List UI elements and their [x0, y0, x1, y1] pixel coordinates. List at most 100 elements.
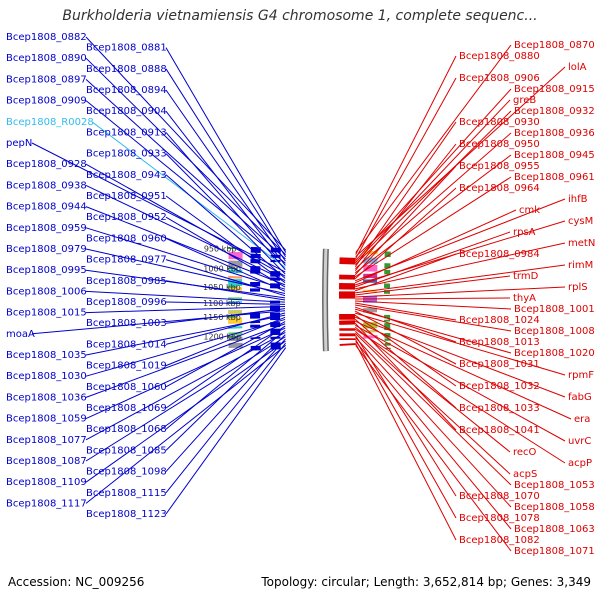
right-label-leader: [354, 306, 457, 343]
right-gene-label: thyA: [513, 293, 536, 304]
right-label-leader: [354, 209, 517, 284]
left-gene-label: Bcep1808_1069: [86, 403, 167, 414]
right-gene-label: Bcep1808_1053: [514, 480, 595, 491]
left-label-leader: [165, 89, 286, 262]
right-label-leader: [355, 345, 512, 552]
right-gene-label: Bcep1808_0870: [514, 40, 595, 51]
left-label-leader: [85, 206, 286, 286]
scale-tick-label: 1150 kbp: [203, 313, 241, 322]
right-gene-label: Bcep1808_0984: [459, 249, 540, 260]
left-label-leader: [165, 153, 286, 275]
right-label-leader: [355, 341, 512, 530]
right-gene-label: acpP: [568, 458, 592, 469]
right-gene-label: Bcep1808_1001: [514, 304, 595, 315]
right-label-leader: [354, 324, 566, 442]
right-gene-label: Bcep1808_1020: [514, 348, 595, 359]
right-gene-label: rpmF: [568, 370, 594, 381]
right-label-leader: [354, 187, 457, 280]
left-gene-label: Bcep1808_0944: [6, 202, 87, 213]
right-label-leader: [355, 337, 512, 508]
right-label-leader: [354, 121, 457, 267]
left-label-leader: [85, 331, 286, 441]
left-gene-label: Bcep1808_0960: [86, 233, 167, 244]
right-gene-label: Bcep1808_0906: [459, 73, 540, 84]
left-label-leader: [85, 323, 286, 398]
left-label-leader: [31, 142, 286, 273]
left-label-leader: [165, 321, 286, 388]
right-label-leader: [354, 304, 512, 332]
left-label-leader: [31, 310, 286, 335]
right-gene-label: acpS: [513, 469, 537, 480]
right-gene-label: cmk: [519, 205, 540, 216]
left-gene-label: Bcep1808_1036: [6, 392, 87, 403]
right-label-leader: [355, 99, 511, 263]
left-label-leader: [165, 195, 286, 284]
right-label-leader: [354, 297, 511, 300]
left-label-leader: [165, 329, 286, 430]
left-gene-label: Bcep1808_1019: [86, 361, 167, 372]
left-label-leader: [165, 216, 286, 288]
left-label-leader: [85, 336, 286, 462]
left-label-leader: [165, 174, 286, 279]
backbone-ring: [323, 248, 328, 352]
left-gene-label: Bcep1808_0913: [86, 127, 167, 138]
right-gene-label: Bcep1808_0932: [514, 106, 595, 117]
right-label-leader: [354, 302, 457, 321]
right-gene-label: Bcep1808_1078: [459, 513, 540, 524]
right-gene-label: greB: [513, 95, 536, 106]
right-label-leader: [354, 165, 457, 276]
right-gene-label: Bcep1808_1070: [459, 491, 540, 502]
left-gene-label: Bcep1808_1123: [86, 509, 167, 520]
left-gene-label: Bcep1808_1085: [86, 445, 167, 456]
left-gene-label: Bcep1808_1087: [6, 456, 87, 467]
left-label-leader: [85, 340, 286, 483]
right-label-leader: [355, 343, 457, 541]
left-label-leader: [165, 301, 286, 305]
right-label-leader: [354, 286, 566, 298]
right-gene-label: Bcep1808_1058: [514, 502, 595, 513]
left-gene-label: Bcep1808_0904: [86, 106, 167, 117]
left-gene-label: Bcep1808_R0028: [6, 117, 94, 128]
right-gene-label: ihfB: [568, 194, 588, 205]
right-gene-label: uvrC: [568, 436, 591, 447]
left-label-leader: [165, 312, 286, 345]
right-label-leader: [355, 328, 566, 464]
left-label-leader: [165, 325, 286, 409]
left-gene-label: Bcep1808_1006: [6, 286, 87, 297]
right-gene-label: Bcep1808_1013: [459, 337, 540, 348]
right-label-leader: [354, 154, 512, 274]
right-label-leader: [354, 253, 457, 292]
left-gene-label: Bcep1808_0952: [86, 212, 167, 223]
right-label-leader: [355, 110, 512, 265]
right-gene-label: Bcep1808_0955: [459, 161, 540, 172]
left-label-leader: [85, 318, 286, 377]
right-gene-label: rplS: [568, 282, 588, 293]
right-gene-label: Bcep1808_1024: [459, 315, 540, 326]
right-label-leader: [354, 176, 512, 278]
right-gene-label: Bcep1808_1041: [459, 425, 540, 436]
left-gene-label: Bcep1808_1060: [86, 382, 167, 393]
right-label-leader: [354, 231, 511, 288]
right-gene-label: era: [574, 414, 590, 425]
accession-text: Accession: NC_009256: [8, 575, 145, 589]
right-gene-label: Bcep1808_0936: [514, 128, 595, 139]
right-label-leader: [354, 242, 566, 290]
right-label-leader: [354, 318, 457, 409]
left-gene-label: Bcep1808_0951: [86, 191, 167, 202]
genome-summary-text: Topology: circular; Length: 3,652,814 bp…: [261, 575, 591, 589]
left-label-leader: [85, 314, 286, 356]
left-label-leader: [165, 259, 286, 297]
right-label-leader: [355, 339, 457, 519]
left-gene-label: Bcep1808_0888: [86, 64, 167, 75]
right-gene-label: rpsA: [513, 227, 536, 238]
left-gene-label: moaA: [6, 329, 35, 340]
left-gene-label: Bcep1808_0928: [6, 159, 87, 170]
left-gene-label: Bcep1808_0890: [6, 53, 87, 64]
right-label-leader: [355, 55, 457, 255]
right-gene-label: Bcep1808_1008: [514, 326, 595, 337]
left-label-leader: [85, 327, 286, 420]
right-label-leader: [355, 44, 512, 253]
right-label-leader: [354, 264, 566, 294]
left-label-leader: [85, 290, 286, 303]
